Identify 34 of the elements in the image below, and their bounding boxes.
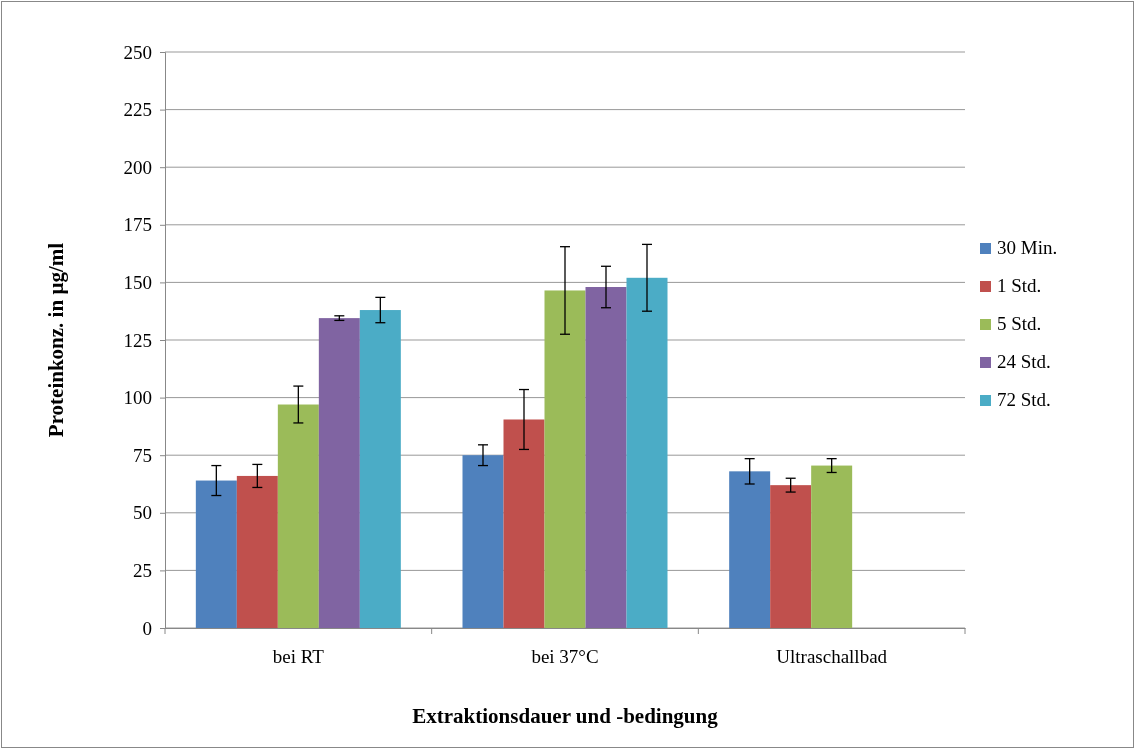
y-tick-label: 250	[123, 41, 152, 63]
bar	[236, 475, 278, 628]
x-tick-label: Ultraschallbad	[776, 646, 888, 668]
x-axis-title: Extraktionsdauer und -bedingung	[412, 704, 719, 728]
y-tick-label: 125	[123, 329, 152, 351]
legend-label: 72 Std.	[997, 389, 1051, 410]
bar	[770, 485, 812, 628]
y-tick-label: 100	[123, 387, 152, 409]
y-tick-label: 75	[133, 444, 152, 466]
bar	[626, 277, 668, 628]
bar	[277, 404, 319, 628]
x-tick-label: bei 37°C	[531, 646, 599, 668]
bar	[585, 287, 627, 628]
legend-label: 5 Std.	[997, 313, 1042, 334]
y-tick-label: 50	[133, 502, 152, 524]
bar	[318, 318, 360, 628]
x-tick-label: bei RT	[272, 646, 325, 668]
bar	[503, 419, 545, 628]
y-tick-label: 175	[123, 214, 152, 236]
bar	[462, 455, 504, 628]
bar	[811, 465, 853, 628]
legend-label: 24 Std.	[997, 351, 1051, 372]
y-tick-label: 0	[142, 617, 152, 639]
y-axis-title: Proteinkonz. in µg/ml	[44, 242, 68, 438]
legend-label: 30 Min.	[997, 237, 1058, 258]
legend-label: 1 Std.	[997, 275, 1042, 296]
y-tick-label: 150	[123, 271, 152, 293]
bar	[359, 310, 401, 628]
bar	[729, 471, 771, 628]
y-tick-label: 25	[133, 559, 152, 581]
bar	[195, 480, 237, 628]
y-tick-label: 225	[123, 99, 152, 121]
y-tick-label: 200	[123, 156, 152, 178]
bar	[544, 290, 586, 628]
